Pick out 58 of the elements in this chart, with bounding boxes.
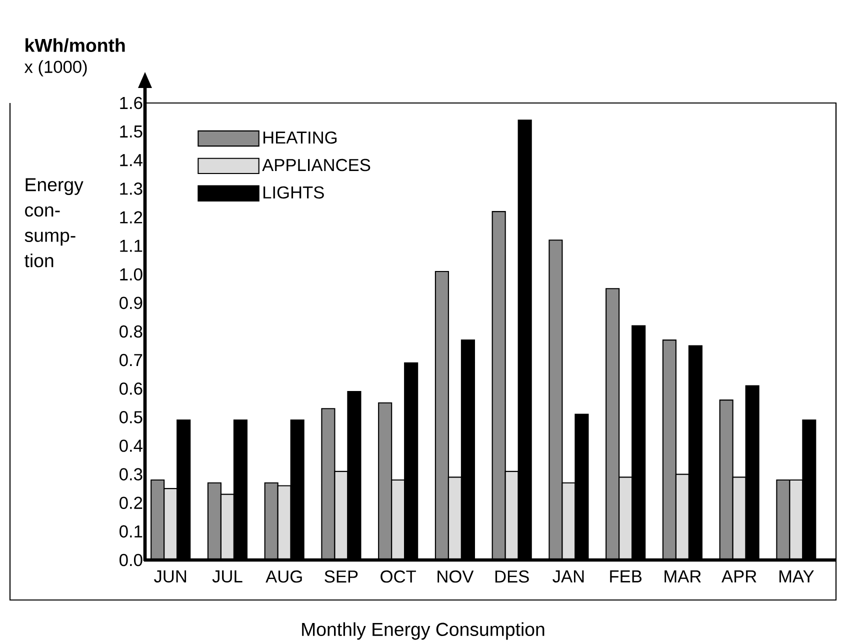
bar [719, 400, 734, 560]
bar [391, 479, 406, 560]
legend-label: LIGHTS [264, 186, 324, 199]
x-tick-label: NOV [438, 570, 474, 583]
y-tick-label: 1.5 [120, 126, 142, 138]
bar [662, 340, 676, 560]
text: Monthly Energy Consumption [302, 622, 544, 640]
bar [434, 270, 449, 560]
y-tick-label: 0.8 [120, 325, 142, 338]
y-tick-label: 1.4 [120, 154, 142, 166]
y-tick-label: 0.4 [120, 440, 142, 452]
x-tick-label: FEB [610, 570, 642, 582]
text: x (1000) [24, 60, 87, 76]
y-tick-label: 1.0 [120, 268, 142, 281]
bar [504, 470, 519, 560]
bar [562, 482, 576, 560]
bar [448, 476, 462, 560]
y-tick-label: 0.3 [120, 468, 142, 480]
bar [548, 240, 563, 560]
bar [732, 476, 746, 560]
bar [492, 211, 506, 560]
y-axis-title: Energy con-sump-tion [24, 178, 84, 268]
y-tick-label: 0.6 [120, 382, 142, 395]
bar [334, 470, 348, 560]
text: kWh/month [26, 38, 125, 52]
x-tick-label: JUL [212, 570, 242, 582]
bar [207, 482, 222, 560]
x-tick-label: JAN [552, 570, 584, 582]
y-tick-label: 0.1 [120, 525, 142, 538]
x-tick-label: AUG [266, 570, 302, 583]
bar [606, 288, 620, 560]
bar [164, 488, 178, 560]
y-tick-label: 0.5 [120, 411, 142, 424]
x-tick-label: SEP [324, 570, 358, 583]
x-tick-label: JUN [154, 570, 186, 582]
y-tick-label: 1.1 [120, 240, 142, 252]
x-tick-label: APR [722, 570, 756, 582]
bar [378, 402, 392, 560]
bar [789, 479, 804, 560]
y-tick-label: 1.3 [120, 182, 142, 195]
y-tick-label: 0.2 [120, 496, 142, 510]
y-tick-label: 1.2 [120, 211, 142, 224]
bar [264, 482, 278, 560]
x-tick-label: MAR [664, 570, 701, 582]
bar [150, 479, 165, 560]
x-tick-label: MAY [779, 570, 814, 582]
y-tick-label: 0.0 [120, 554, 142, 566]
bar [618, 476, 633, 560]
bar [776, 479, 790, 560]
x-tick-label: OCT [380, 570, 416, 583]
bar [675, 474, 690, 560]
legend-label: APPLIANCES [262, 158, 370, 172]
y-tick-label: 0.9 [120, 296, 142, 310]
x-tick-label: DES [495, 570, 529, 583]
y-tick-label: 1.6 [120, 96, 142, 110]
bar [321, 408, 336, 560]
y-tick-label: 0.7 [120, 354, 142, 366]
legend-label: HEATING [264, 131, 337, 144]
